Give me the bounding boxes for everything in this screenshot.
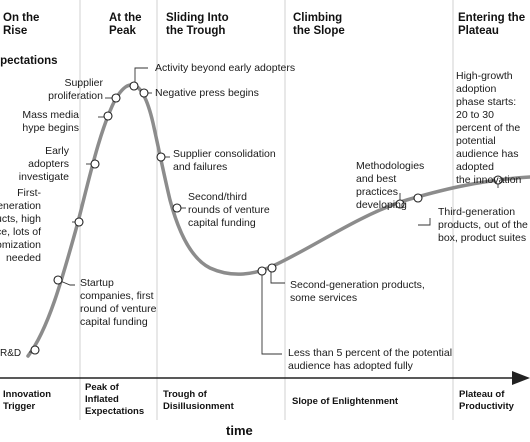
phase-headers: On the Rise At the Peak Sliding Into the Tr… [3,12,525,37]
x-axis: time [0,371,530,438]
annotation-startup: Startup companies, first round of venture c… [80,277,157,328]
phase-header-2: At the Peak [109,12,142,37]
marker-third-gen [413,193,423,203]
annotation-supplier-consolidation: Supplier consolidation and failures [173,148,276,173]
connector-third-gen [418,218,431,226]
annotation-mass-media: Mass media hype begins [22,109,79,134]
hype-curve [26,83,530,358]
marker-second-third [172,203,182,213]
annotation-second-third: Second/third rounds of venture capital fun… [188,191,270,229]
annotation-less-than-5: Less than 5 percent of the potential audi… [288,347,452,372]
connector-less-than-5 [261,271,282,355]
phase-header-1: On the Rise [3,12,39,37]
data-markers [30,81,503,355]
marker-rd [30,345,40,355]
marker-less-than-5 [257,266,267,276]
annotations: R&D Startup companies, first round of vent… [0,62,528,372]
phase-axis-label-4: Slope of Enlightenment [292,396,399,407]
marker-activity [129,81,139,91]
marker-proliferation [111,93,121,103]
phase-axis-labels: Innovation Trigger Peak of Inflated Expecta… [3,382,515,417]
annotation-activity: Activity beyond early adopters [155,62,295,74]
connector-activity [134,67,148,86]
marker-second-gen [267,263,277,273]
annotation-early-adopters: Early adopters investigate [19,145,70,183]
marker-startup [53,275,63,285]
y-axis-label: Expectations [0,55,58,67]
marker-supplier-consolidation [156,152,166,162]
annotation-second-gen: Second-generation products, some services [290,279,425,304]
annotation-methodologies: Methodologies and best practices developing [356,160,424,211]
x-axis-label: time [226,423,253,438]
marker-mass-media [103,111,113,121]
marker-early-adopters [90,159,100,169]
marker-first-gen [74,217,84,227]
annotation-high-growth: High-growth adoption phase starts: 20 to 30… [456,70,522,186]
marker-high-growth [493,175,503,185]
phase-axis-label-1: Innovation Trigger [3,389,51,412]
marker-negative-press [139,88,149,98]
phase-axis-label-5: Plateau of Productivity [459,389,515,412]
connector-second-gen [270,270,285,284]
phase-header-5: Entering the Plateau [458,12,525,37]
phase-axis-label-2: Peak of Inflated Expectations [85,382,144,417]
annotation-negative-press: Negative press begins [155,87,259,99]
phase-axis-label-3: Trough of Disillusionment [163,389,235,412]
x-axis-arrowhead [512,371,530,385]
annotation-proliferation: Supplier proliferation [48,77,103,102]
annotation-third-gen: Third-generation products, out of the box,… [438,206,528,244]
phase-header-4: Climbing the Slope [293,12,345,37]
annotation-rd: R&D [0,348,21,359]
marker-methodologies [395,199,405,209]
phase-header-3: Sliding Into the Trough [166,12,229,37]
